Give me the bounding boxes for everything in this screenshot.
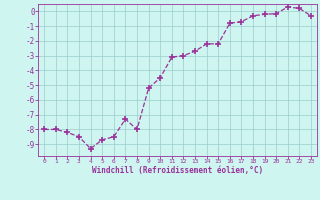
X-axis label: Windchill (Refroidissement éolien,°C): Windchill (Refroidissement éolien,°C) (92, 166, 263, 175)
